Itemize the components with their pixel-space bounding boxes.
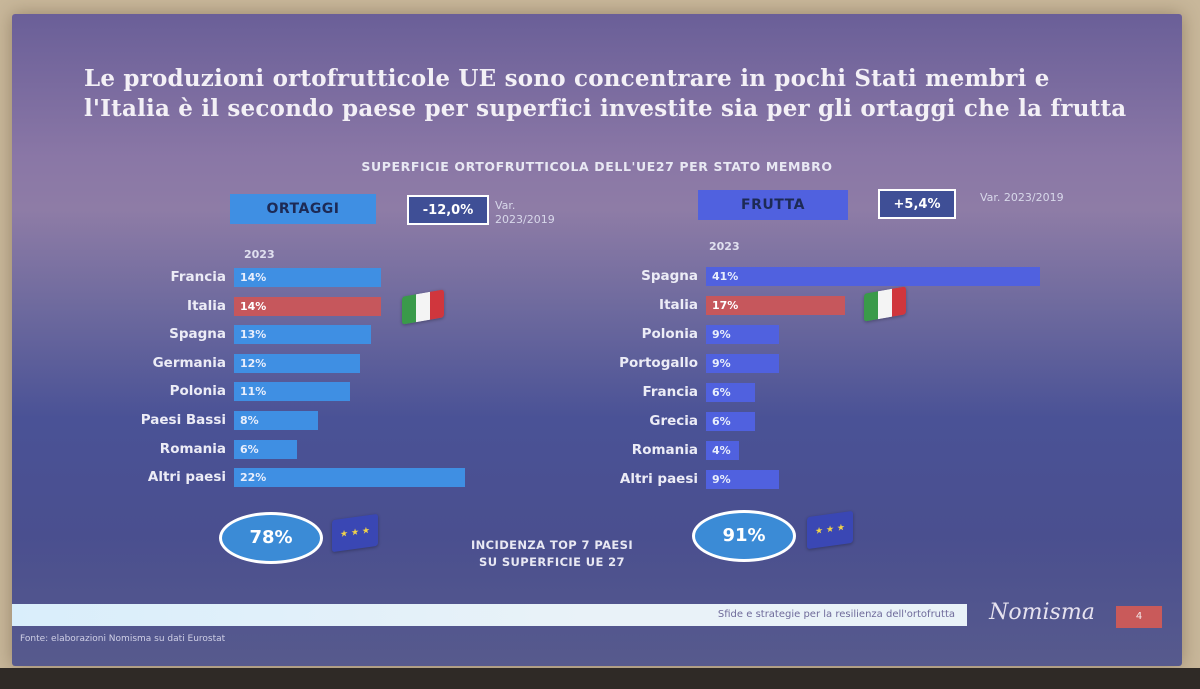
bar xyxy=(706,354,779,373)
bar xyxy=(234,411,318,430)
source-note: Fonte: elaborazioni Nomisma su dati Euro… xyxy=(20,634,226,644)
ortaggi-incidence-value: 78% xyxy=(219,512,323,564)
frutta-variation: +5,4% xyxy=(878,189,956,219)
country-label: Paesi Bassi xyxy=(140,412,226,428)
eu-flag-icon: ★ ★ ★ xyxy=(332,513,378,553)
bar-value-label: 11% xyxy=(240,385,267,399)
bar-value-label: 9% xyxy=(712,328,731,341)
bar xyxy=(706,267,1040,286)
bar-value-label: 6% xyxy=(712,386,731,399)
bar xyxy=(234,382,350,402)
bar-value-label: 6% xyxy=(240,442,259,456)
bar-value-label: 22% xyxy=(240,471,267,485)
frutta-variation-label: Var. 2023/2019 xyxy=(980,191,1064,204)
incidence-caption: INCIDENZA TOP 7 PAESI SU SUPERFICIE UE 2… xyxy=(432,537,672,571)
bar xyxy=(234,353,360,373)
country-label: Altri paesi xyxy=(619,471,698,487)
bar xyxy=(706,470,779,489)
room-edge xyxy=(0,668,1200,689)
title-line-2: l'Italia è il secondo paese per superfic… xyxy=(84,95,1127,122)
incidence-line-1: INCIDENZA TOP 7 PAESI xyxy=(470,538,634,552)
country-label: Germania xyxy=(152,354,226,371)
bar-value-label: 14% xyxy=(240,271,267,284)
bar-value-label: 9% xyxy=(712,473,731,486)
bar xyxy=(234,268,381,287)
title-line-1: Le produzioni ortofrutticole UE sono con… xyxy=(84,65,1050,92)
bar xyxy=(234,325,371,345)
bar xyxy=(706,325,779,344)
slide-title: Le produzioni ortofrutticole UE sono con… xyxy=(84,64,1144,124)
bar-value-label: 12% xyxy=(240,356,267,370)
country-label: Spagna xyxy=(641,268,698,284)
eu-flag-icon: ★ ★ ★ xyxy=(807,510,853,550)
bar xyxy=(706,296,845,315)
bar xyxy=(234,296,381,316)
bar-value-label: 6% xyxy=(712,415,731,428)
ortaggi-variation-label: Var. 2023/2019 xyxy=(495,199,555,226)
italy-flag-icon xyxy=(402,289,444,325)
country-label: Francia xyxy=(170,269,226,285)
bar-value-label: 41% xyxy=(712,270,739,283)
bar-value-label: 9% xyxy=(712,357,731,370)
frutta-incidence-value: 91% xyxy=(692,510,796,562)
bar-value-label: 4% xyxy=(712,444,731,457)
country-label: Grecia xyxy=(649,413,698,429)
incidence-line-2: SU SUPERFICIE UE 27 xyxy=(479,555,625,569)
bar xyxy=(706,441,739,460)
country-label: Romania xyxy=(159,440,226,457)
bar-value-label: 8% xyxy=(240,414,259,427)
country-label: Francia xyxy=(642,384,698,400)
ortaggi-year: 2023 xyxy=(244,248,275,261)
country-label: Polonia xyxy=(641,326,698,342)
country-label: Italia xyxy=(187,297,226,314)
country-label: Spagna xyxy=(169,326,226,343)
brand-logo: Nomisma xyxy=(989,600,1095,625)
chart-subtitle: SUPERFICIE ORTOFRUTTICOLA DELL'UE27 PER … xyxy=(361,159,833,174)
bar xyxy=(234,439,297,459)
country-label: Polonia xyxy=(169,383,226,400)
frutta-header: FRUTTA xyxy=(698,190,848,220)
bar-value-label: 14% xyxy=(240,299,267,313)
bar xyxy=(234,468,465,488)
country-label: Altri paesi xyxy=(147,469,226,486)
country-label: Italia xyxy=(659,297,698,313)
footer-bar: Sfide e strategie per la resilienza dell… xyxy=(12,604,967,626)
bar xyxy=(706,412,755,431)
page-number: 4 xyxy=(1116,606,1162,628)
bar xyxy=(706,383,755,402)
ortaggi-variation: -12,0% xyxy=(407,195,489,225)
italy-flag-icon xyxy=(864,286,906,322)
ortaggi-header: ORTAGGI xyxy=(230,194,376,224)
presentation-slide: Le produzioni ortofrutticole UE sono con… xyxy=(12,14,1182,666)
country-label: Portogallo xyxy=(619,355,698,371)
footer-text: Sfide e strategie per la resilienza dell… xyxy=(717,609,955,620)
country-label: Romania xyxy=(631,442,698,458)
frutta-year: 2023 xyxy=(709,240,740,253)
bar-value-label: 13% xyxy=(240,328,267,342)
bar-value-label: 17% xyxy=(712,299,739,312)
